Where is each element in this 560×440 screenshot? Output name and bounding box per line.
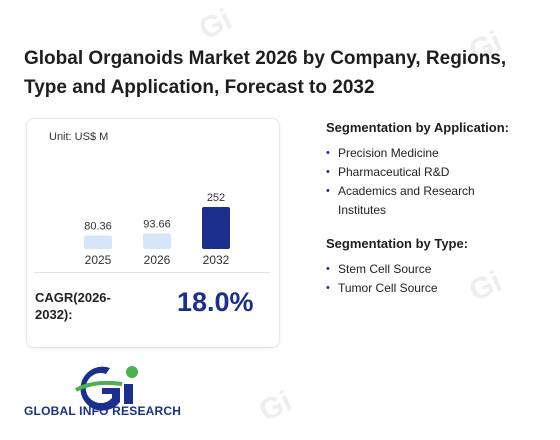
watermark: Gi — [254, 384, 297, 429]
tick-label-2032: 2032 — [203, 253, 230, 267]
list-item: Stem Cell Source — [326, 260, 526, 279]
market-size-card: Unit: US$ M 80.36 2025 93.66 2026 252 2032 CA… — [26, 118, 280, 348]
tick-label-2026: 2026 — [144, 253, 171, 267]
type-list: Stem Cell Source Tumor Cell Source — [326, 260, 526, 298]
bar-2025 — [84, 235, 112, 249]
list-item: Academics and Research Institutes — [326, 182, 526, 220]
application-list: Precision Medicine Pharmaceutical R&D Ac… — [326, 144, 526, 220]
list-item: Tumor Cell Source — [326, 279, 526, 298]
cagr-label-line2: 2032): — [35, 307, 73, 322]
logo-text: GLOBAL INFO RESEARCH — [24, 404, 182, 418]
data-label-2026: 93.66 — [143, 218, 171, 230]
data-label-2025: 80.36 — [84, 221, 112, 233]
tick-label-2025: 2025 — [85, 253, 112, 267]
bar-2032 — [202, 207, 230, 249]
company-logo — [75, 366, 138, 411]
logo-dot-icon — [126, 366, 138, 378]
list-item: Precision Medicine — [326, 144, 526, 163]
cagr-label-line1: CAGR(2026- — [35, 290, 111, 305]
list-item: Pharmaceutical R&D — [326, 163, 526, 182]
card-divider — [35, 272, 271, 273]
segmentation-application: Segmentation by Application: Precision M… — [326, 120, 526, 220]
watermark: Gi — [194, 2, 237, 47]
page-title: Global Organoids Market 2026 by Company,… — [24, 48, 507, 98]
segmentation-type-heading: Segmentation by Type: — [326, 236, 469, 251]
segmentation-type: Segmentation by Type: Stem Cell Source T… — [326, 236, 526, 298]
logo-i-icon — [124, 384, 133, 404]
data-label-2032: 252 — [207, 192, 225, 204]
bar-2026 — [143, 233, 171, 249]
cagr-label: CAGR(2026- 2032): — [35, 289, 111, 323]
logo-swoosh-icon — [75, 380, 123, 392]
cagr-value: 18.0% — [177, 287, 254, 317]
logo-g-icon — [80, 366, 120, 411]
bar-chart: 80.36 2025 93.66 2026 252 2032 — [84, 192, 230, 267]
unit-label: Unit: US$ M — [49, 131, 109, 143]
segmentation-application-heading: Segmentation by Application: — [326, 120, 509, 135]
